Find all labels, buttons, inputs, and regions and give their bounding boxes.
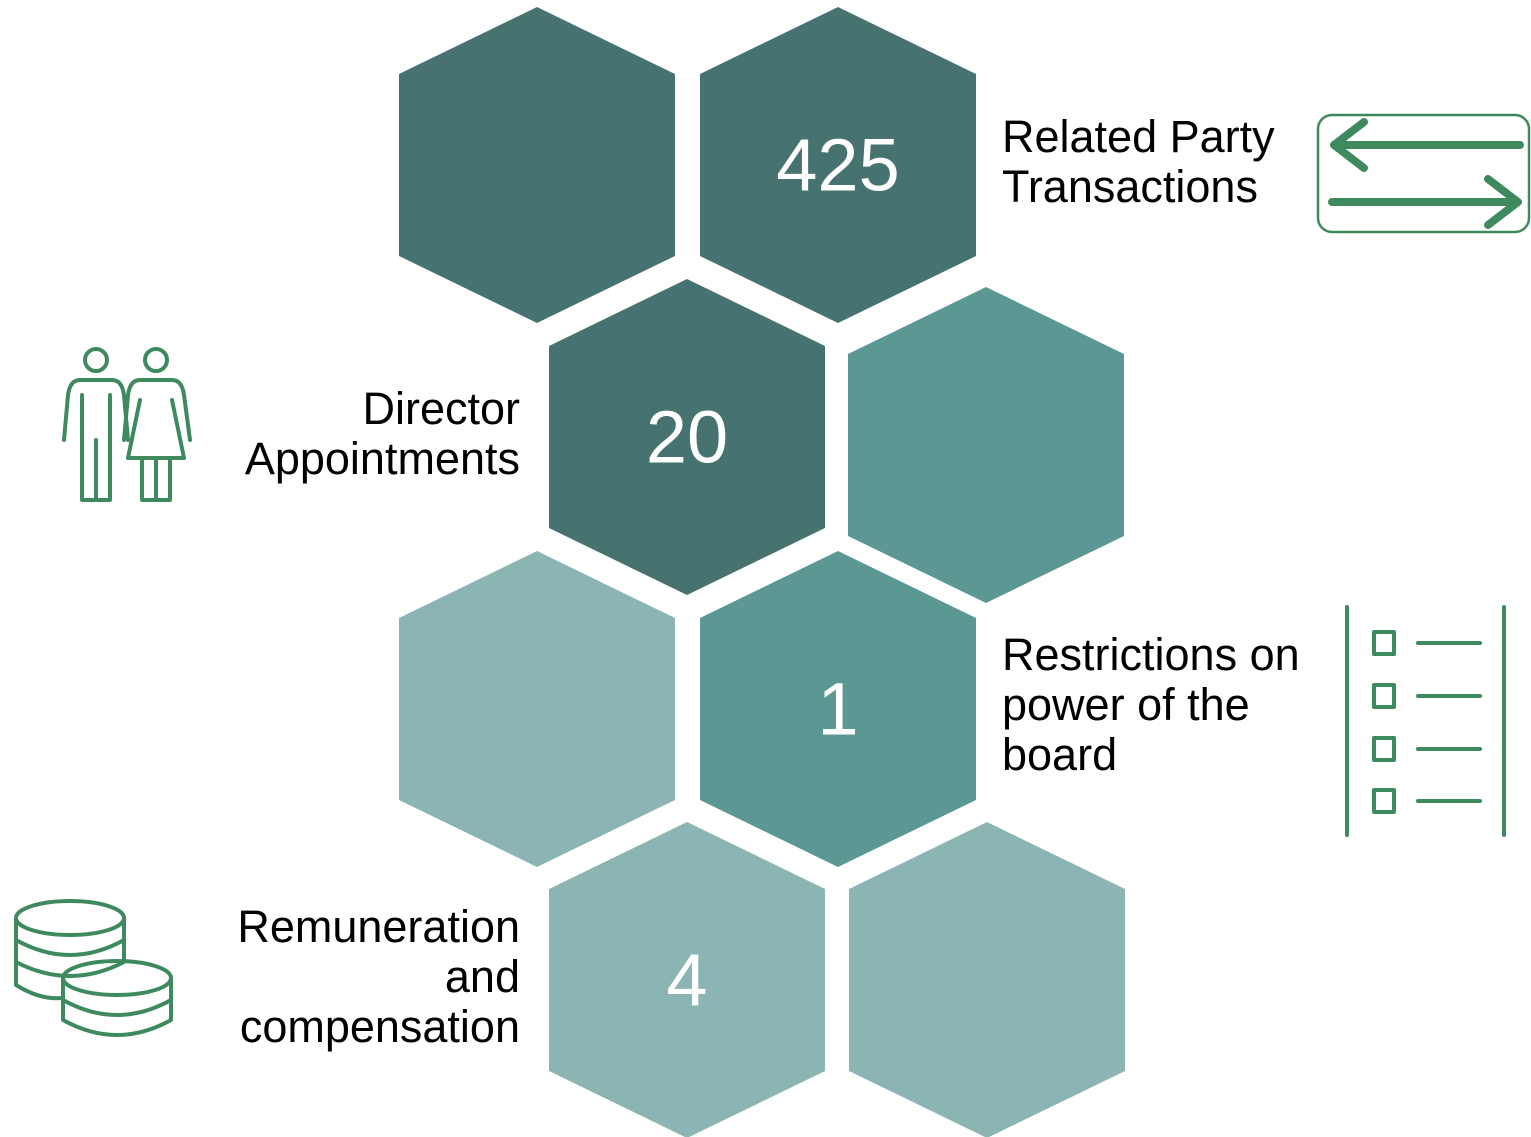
hexagons <box>399 7 1125 1137</box>
label-line: Restrictions on <box>1002 629 1300 680</box>
value: 20 <box>646 396 728 479</box>
icon-checklist <box>1345 605 1506 837</box>
value: 1 <box>817 668 858 751</box>
label-line: Remuneration <box>237 901 520 952</box>
hexagon <box>549 822 825 1137</box>
value: 4 <box>666 939 707 1022</box>
value: 425 <box>776 124 899 207</box>
label-line: Related Party <box>1002 111 1275 162</box>
icon-arrows <box>1316 113 1531 234</box>
hexagon <box>549 279 825 595</box>
label-line: Appointments <box>245 433 520 484</box>
hexagon <box>399 7 675 323</box>
label-line: Transactions <box>1002 161 1258 212</box>
icon-coins <box>14 899 173 1037</box>
label-line: Director <box>362 383 520 434</box>
hexagon <box>700 7 976 323</box>
hexagon <box>399 551 675 867</box>
label-line: compensation <box>240 1001 520 1052</box>
hexagon <box>849 822 1125 1137</box>
icon-people <box>62 347 192 502</box>
hexagon <box>700 551 976 867</box>
label-line: power of the <box>1002 679 1250 730</box>
hexagon <box>848 287 1124 603</box>
label-line: and <box>445 951 520 1002</box>
label-line: board <box>1002 729 1117 780</box>
